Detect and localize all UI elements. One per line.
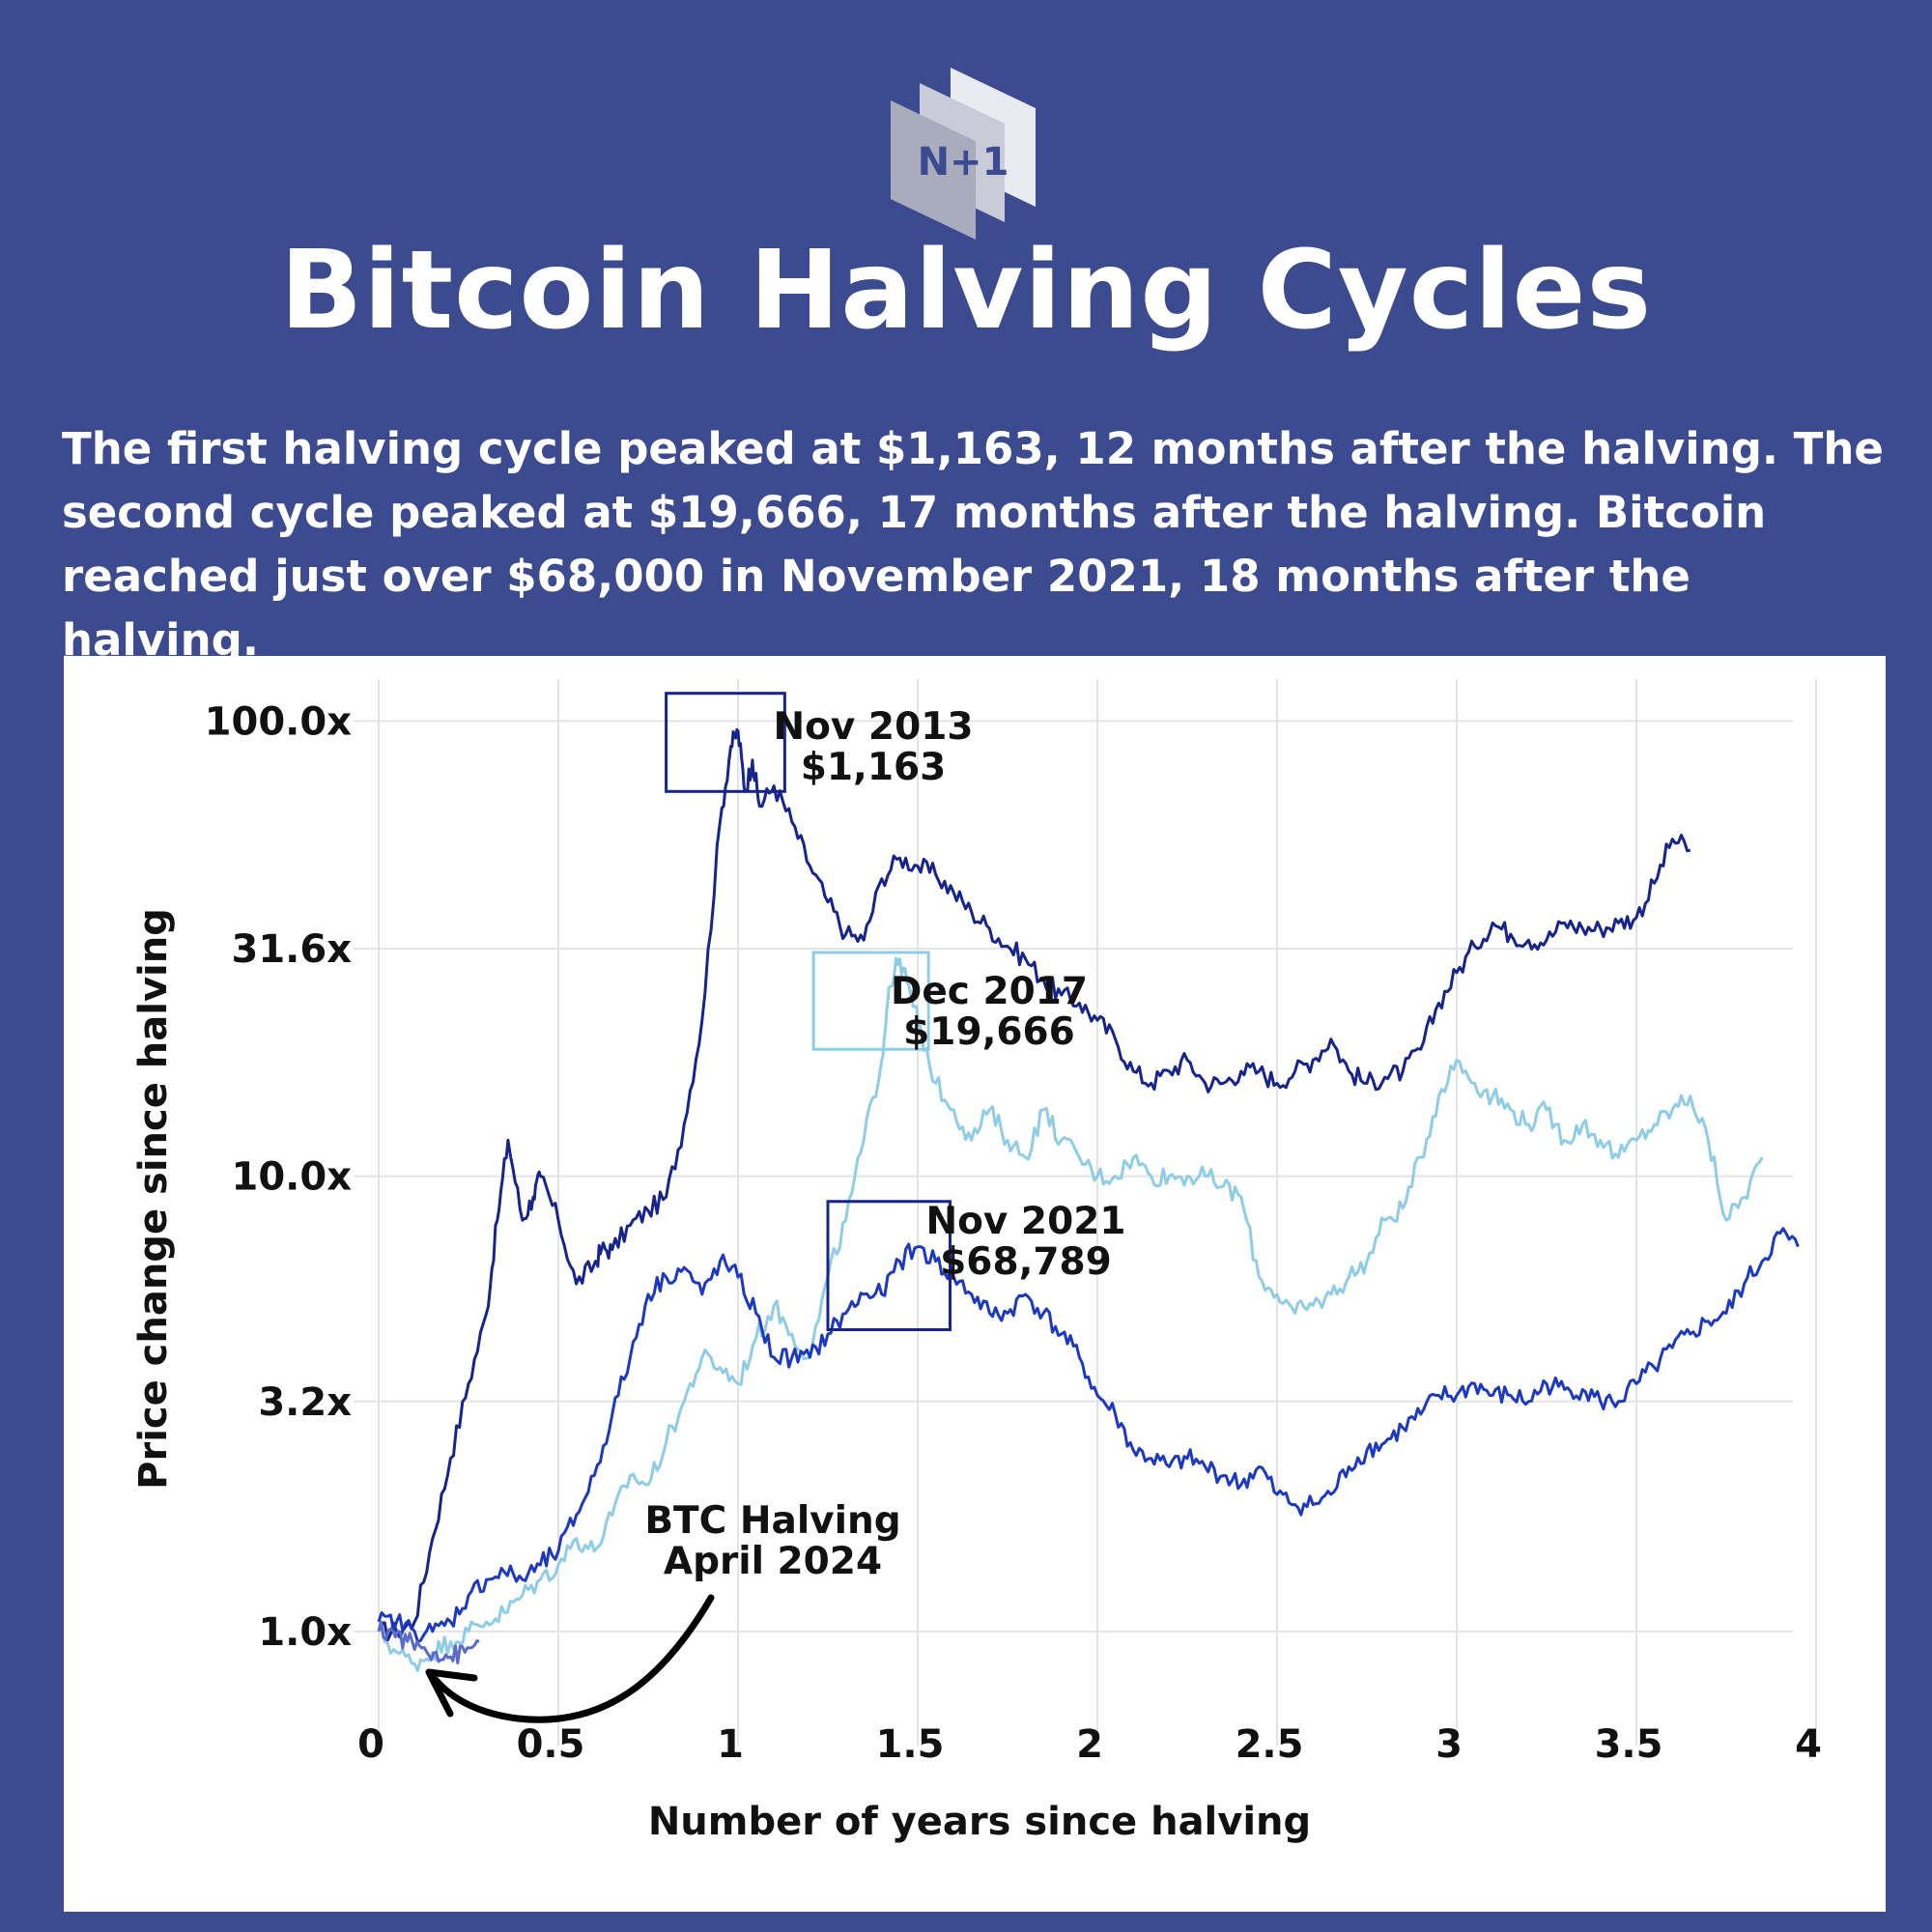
grid — [354, 679, 1817, 1746]
x-tick-label: 0 — [357, 1722, 384, 1767]
y-tick-label: 31.6x — [232, 927, 353, 972]
x-tick-label: 3.5 — [1595, 1722, 1663, 1767]
x-tick-label: 2 — [1076, 1722, 1103, 1767]
annotation-box — [811, 951, 930, 1051]
annotation-label: April 2024 — [664, 1540, 882, 1583]
logo-text: N+1 — [918, 140, 1009, 185]
annotation-box — [826, 1200, 952, 1332]
x-tick-label: 2.5 — [1236, 1722, 1304, 1767]
arrow-curve — [432, 1594, 715, 1723]
chart: Nov 2013$1,163 Dec 2017$19,666 Nov 2021$68… — [131, 679, 1822, 1844]
annotation-label: Nov 2021 — [926, 1200, 1126, 1243]
n-plus-one-logo: N+1 — [891, 68, 1036, 240]
page-title: Bitcoin Halving Cycles — [279, 228, 1653, 354]
annotation-label: Nov 2013 — [774, 705, 974, 749]
x-tick-label: 4 — [1795, 1722, 1822, 1767]
annotation-label: BTC Halving — [644, 1499, 900, 1543]
x-tick-label: 1.5 — [876, 1722, 945, 1767]
annotation-label: $19,666 — [903, 1010, 1075, 1054]
x-tick-label: 0.5 — [517, 1722, 585, 1767]
tick-layer: 0 0.5 1 1.5 2 2.5 3 3.5 4 1.0x 3.2x 10.0x 31.6x 100.0… — [205, 699, 1822, 1767]
series-line-1 — [377, 727, 1691, 1642]
series-line-2 — [377, 956, 1764, 1672]
page-subtitle: The first halving cycle peaked at $1,163… — [62, 423, 1884, 666]
arrow-head — [425, 1668, 478, 1718]
y-tick-label: 3.2x — [258, 1380, 352, 1425]
series-layer — [377, 727, 1800, 1672]
y-axis-label: Price change since halving — [131, 908, 176, 1490]
annotation-label: $1,163 — [801, 746, 947, 789]
chart-panel: Nov 2013 $1,163 Dec 2017 $19,666 Nov 2021 $68… — [64, 656, 1886, 1912]
y-tick-label: 10.0x — [232, 1155, 353, 1200]
series-line-3 — [377, 1227, 1800, 1643]
annotation-label: Dec 2017 — [891, 970, 1088, 1013]
y-tick-label: 100.0x — [205, 699, 353, 744]
series-line-4 — [377, 1620, 480, 1665]
x-tick-label: 1 — [717, 1722, 744, 1767]
annotation-box — [665, 692, 786, 793]
x-axis-label: Number of years since halving — [648, 1800, 1311, 1844]
y-tick-label: 1.0x — [258, 1610, 352, 1655]
annotation-layer: Nov 2013$1,163 Dec 2017$19,666 Nov 2021$68… — [425, 692, 1126, 1723]
annotation-label: $68,789 — [940, 1240, 1112, 1284]
x-tick-label: 3 — [1435, 1722, 1463, 1767]
